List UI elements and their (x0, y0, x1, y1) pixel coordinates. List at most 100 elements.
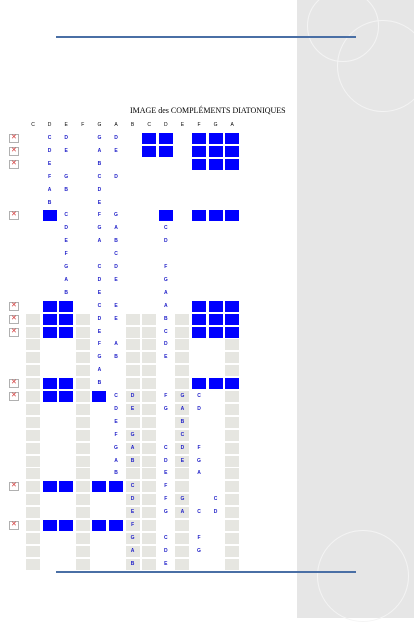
note-label: C (197, 509, 201, 516)
shaded-cell (125, 468, 140, 480)
note-label: E (130, 509, 135, 516)
shaded-cell (75, 494, 90, 506)
shaded-cell (125, 545, 140, 557)
note-label: F (197, 444, 201, 451)
note-label: D (97, 315, 102, 322)
blue-marker-cell (225, 378, 240, 390)
note-label: D (97, 276, 102, 283)
note-label: C (197, 393, 201, 399)
note-label: A (97, 147, 102, 154)
blue-marker-cell (208, 158, 223, 170)
shaded-cell (225, 442, 240, 454)
broken-image-icon (9, 210, 19, 221)
blue-marker-cell (192, 300, 206, 312)
shaded-cell (225, 403, 240, 415)
shaded-cell (26, 416, 40, 428)
blue-marker-cell (192, 210, 206, 222)
shaded-cell (125, 442, 140, 454)
note-label: F (131, 522, 135, 528)
shaded-cell (225, 391, 240, 402)
decorative-circle (317, 530, 409, 622)
note-label: G (163, 509, 168, 516)
shaded-cell (75, 339, 90, 351)
note-label: E (164, 354, 168, 361)
shaded-cell (26, 352, 40, 364)
shaded-cell (175, 558, 190, 570)
note-label: G (64, 173, 69, 180)
note-label: D (114, 405, 118, 412)
shaded-cell (26, 468, 40, 480)
shaded-cell (75, 481, 90, 493)
shaded-cell (225, 545, 240, 557)
note-label: A (97, 238, 102, 245)
note-label: B (64, 186, 68, 193)
blue-marker-cell (208, 326, 223, 338)
shaded-cell (75, 558, 90, 570)
shaded-cell (142, 391, 157, 402)
shaded-cell (75, 378, 90, 390)
shaded-cell (225, 494, 240, 506)
note-label: B (97, 160, 102, 167)
shaded-cell (75, 532, 90, 544)
note-label: D (114, 173, 118, 180)
shaded-cell (142, 532, 157, 544)
blue-marker-cell (225, 210, 240, 222)
note-label: B (163, 315, 168, 322)
shaded-cell (142, 468, 157, 480)
shaded-cell (125, 403, 140, 415)
blue-marker-cell (59, 326, 74, 338)
bottom-rule (56, 571, 356, 573)
shaded-cell (75, 442, 90, 454)
shaded-cell (26, 455, 40, 467)
note-label: E (47, 160, 52, 167)
shaded-cell (125, 339, 140, 351)
note-label: G (197, 547, 201, 554)
note-label: D (114, 135, 118, 141)
note-label: A (130, 444, 135, 451)
shaded-cell (26, 339, 40, 351)
shaded-cell (175, 429, 190, 441)
blue-marker-cell (92, 391, 107, 402)
shaded-cell (225, 468, 240, 480)
shaded-cell (125, 507, 140, 519)
note-label: C (130, 483, 135, 490)
shaded-cell (175, 507, 190, 519)
note-label: B (64, 289, 68, 296)
broken-image-icon (9, 133, 19, 143)
blue-marker-cell (192, 326, 206, 338)
shaded-cell (175, 532, 190, 544)
note-label: G (97, 135, 102, 141)
note-label: E (97, 289, 102, 296)
shaded-cell (26, 442, 40, 454)
shaded-cell (26, 365, 40, 377)
note-label: B (130, 560, 135, 567)
shaded-cell (225, 481, 240, 493)
blue-marker-cell (142, 133, 157, 144)
blue-marker-cell (192, 133, 206, 144)
note-label: E (114, 418, 118, 425)
note-label: F (97, 212, 101, 219)
note-label: C (114, 251, 118, 258)
note-label: G (114, 444, 118, 451)
shaded-cell (125, 365, 140, 377)
column-header: E (64, 122, 68, 128)
shaded-cell (142, 442, 157, 454)
shaded-cell (125, 352, 140, 364)
shaded-cell (142, 352, 157, 364)
shaded-cell (142, 507, 157, 519)
column-header: F (197, 122, 201, 128)
shaded-cell (125, 494, 140, 506)
blue-marker-cell (208, 300, 223, 312)
shaded-cell (125, 558, 140, 570)
broken-image-icon (9, 391, 19, 401)
note-label: E (64, 238, 68, 245)
shaded-cell (75, 520, 90, 531)
note-label: D (163, 457, 168, 464)
shaded-cell (175, 545, 190, 557)
blue-marker-cell (208, 378, 223, 390)
shaded-cell (26, 391, 40, 402)
note-label: F (164, 483, 168, 490)
shaded-cell (26, 481, 40, 493)
shaded-cell (225, 339, 240, 351)
note-label: D (130, 393, 135, 399)
